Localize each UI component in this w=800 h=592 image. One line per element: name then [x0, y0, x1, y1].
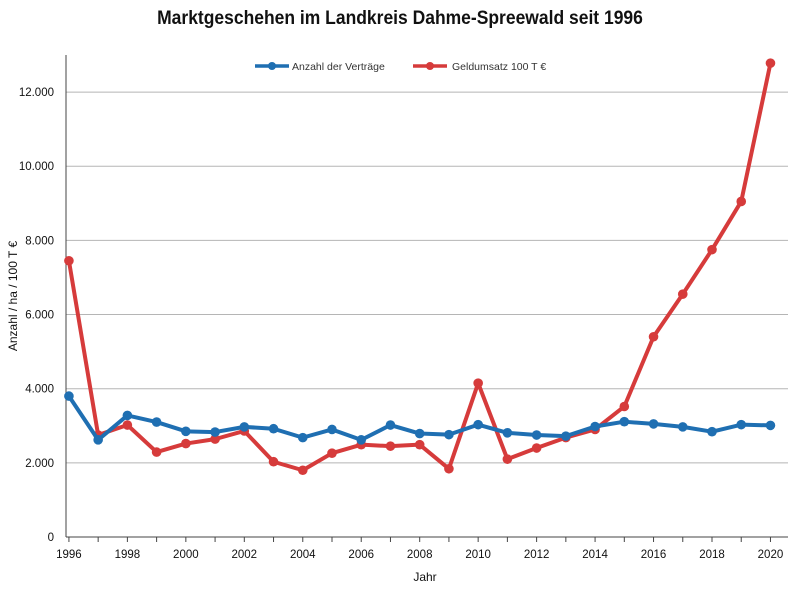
- data-point: [765, 420, 776, 431]
- data-point: [590, 421, 600, 432]
- data-point: [677, 422, 688, 432]
- data-point: [151, 447, 162, 457]
- x-tick-label: 1996: [56, 549, 82, 561]
- data-point: [561, 431, 571, 441]
- x-tick-label: 2018: [699, 549, 725, 561]
- x-tick-label: 2010: [465, 549, 491, 561]
- series-line: [66, 61, 773, 473]
- data-point: [64, 255, 74, 266]
- data-point: [444, 429, 454, 440]
- y-tick-label: 10.000: [19, 161, 54, 173]
- series-anzahl-der-vertraege: [64, 391, 776, 445]
- data-point: [327, 424, 337, 435]
- y-tick-label: 2.000: [25, 458, 54, 470]
- legend: Anzahl der Verträge Geldumsatz 100 T €: [255, 61, 546, 73]
- legend-swatch-marker: [268, 62, 276, 70]
- legend-swatch-marker: [426, 62, 434, 70]
- x-axis-title: Jahr: [413, 570, 436, 584]
- data-point: [181, 438, 191, 449]
- data-point: [677, 289, 688, 299]
- legend-label: Anzahl der Verträge: [292, 61, 385, 73]
- data-point: [648, 419, 659, 429]
- legend-item: Geldumsatz 100 T €: [413, 61, 546, 73]
- x-tick-label: 2014: [582, 549, 608, 561]
- data-point: [414, 428, 425, 439]
- chart-title: Marktgeschehen im Landkreis Dahme-Spreew…: [157, 8, 643, 29]
- data-point: [736, 419, 747, 430]
- data-point: [122, 410, 133, 421]
- data-point: [531, 443, 542, 453]
- legend-item: Anzahl der Verträge: [255, 61, 385, 73]
- y-tick-label: 12.000: [19, 87, 54, 99]
- x-tick-label: 2016: [641, 549, 667, 561]
- data-point: [444, 463, 454, 474]
- x-tick-label: 2020: [758, 549, 784, 561]
- data-point: [151, 417, 162, 427]
- data-point: [385, 441, 396, 451]
- data-point: [707, 244, 717, 255]
- data-point: [502, 428, 513, 438]
- data-point: [473, 419, 483, 430]
- data-point: [648, 331, 659, 342]
- data-point: [619, 416, 630, 427]
- data-point: [210, 434, 220, 444]
- data-point: [327, 448, 337, 459]
- data-point: [385, 420, 396, 430]
- x-tick-label: 2006: [348, 549, 374, 561]
- y-tick-label: 4.000: [25, 384, 54, 396]
- x-tick-label: 1998: [115, 549, 141, 561]
- data-point: [297, 465, 308, 476]
- data-point: [93, 435, 103, 445]
- y-tick-label: 0: [48, 532, 54, 544]
- data-point: [473, 378, 483, 388]
- data-point: [268, 456, 279, 467]
- x-tick-label: 2008: [407, 549, 433, 561]
- data-point: [707, 426, 717, 437]
- y-tick-label: 6.000: [25, 310, 54, 322]
- legend-label: Geldumsatz 100 T €: [452, 61, 546, 73]
- data-point: [297, 432, 308, 443]
- data-point: [64, 391, 74, 401]
- y-tick-label: 8.000: [25, 235, 54, 247]
- data-point: [619, 401, 630, 412]
- x-tick-label: 2012: [524, 549, 550, 561]
- data-point: [531, 430, 542, 440]
- y-axis-title: Anzahl / ha / 100 T €: [6, 241, 20, 352]
- data-point: [356, 435, 367, 445]
- data-point: [122, 420, 133, 430]
- data-point: [268, 423, 279, 434]
- x-tick-label: 2002: [232, 549, 258, 561]
- data-point: [210, 427, 220, 437]
- data-point: [414, 439, 425, 450]
- data-point: [765, 58, 776, 68]
- data-point: [181, 426, 191, 437]
- x-tick-label: 2004: [290, 549, 316, 561]
- data-point: [239, 422, 250, 432]
- series-geldumsatz: [64, 58, 776, 476]
- data-point: [736, 196, 747, 207]
- data-point: [502, 454, 513, 464]
- x-tick-label: 2000: [173, 549, 199, 561]
